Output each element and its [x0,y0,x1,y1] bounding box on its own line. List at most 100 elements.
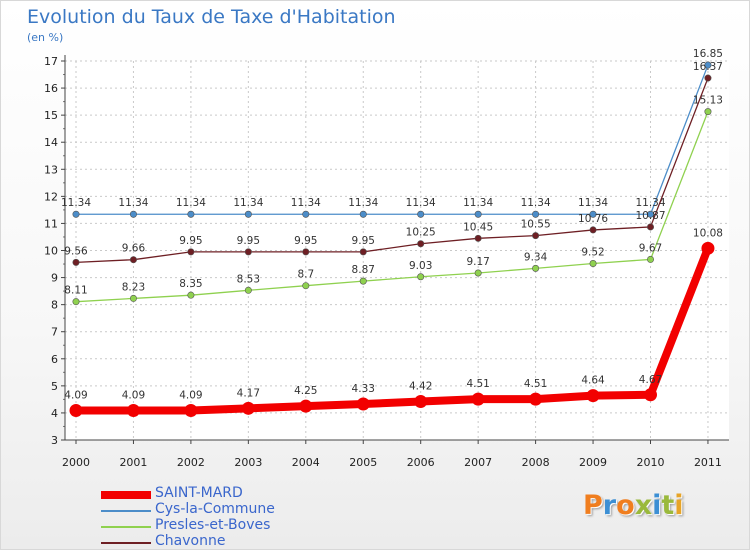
data-point-presles-et-boves [72,298,80,306]
data-label-saint-mard: 4.25 [294,385,317,397]
y-tick-label: 13 [44,163,58,176]
data-point-saint-mard [241,401,255,415]
data-point-chavonne [129,256,137,264]
data-label-saint-mard: 10.08 [693,227,723,239]
x-tick-label: 2003 [234,456,262,469]
series-line-saint-mard [72,244,712,415]
data-label-saint-mard: 4.64 [581,375,605,387]
data-point-cys-la-commune [244,210,252,218]
data-point-chavonne [187,248,195,256]
data-label-chavonne: 10.55 [521,219,551,231]
data-point-cys-la-commune [417,210,425,218]
x-tick-label: 2008 [522,456,550,469]
data-point-saint-mard [586,389,600,403]
data-label-presles-et-boves: 9.17 [466,256,489,268]
data-label-saint-mard: 4.33 [352,383,375,395]
data-label-chavonne: 9.95 [179,235,202,247]
data-label-cys-la-commune: 11.34 [521,197,551,209]
data-point-chavonne [704,74,712,82]
data-point-presles-et-boves [187,291,195,299]
data-label-chavonne: 9.95 [294,235,317,247]
x-tick-label: 2000 [62,456,90,469]
logo-letter: r [602,490,617,521]
data-point-chavonne [302,248,310,256]
data-label-saint-mard: 4.42 [409,381,432,393]
data-point-saint-mard [471,392,485,406]
data-point-chavonne [646,223,654,231]
data-label-chavonne: 10.25 [406,227,436,239]
data-label-presles-et-boves: 8.87 [352,264,375,276]
data-point-cys-la-commune [72,210,80,218]
x-tick-label: 2001 [119,456,147,469]
x-tick-label: 2004 [292,456,320,469]
logo-letter: i [674,490,684,521]
series-line-presles-et-boves [75,110,709,303]
data-label-chavonne: 9.95 [352,235,375,247]
data-label-presles-et-boves: 8.35 [179,278,202,290]
data-point-chavonne [474,234,482,242]
data-label-chavonne: 10.87 [635,210,665,222]
logo-letter: P [583,490,603,521]
x-tick-label: 2009 [579,456,607,469]
data-point-cys-la-commune [704,61,712,69]
data-point-presles-et-boves [129,294,137,302]
y-tick-label: 3 [51,434,58,447]
data-label-chavonne: 9.95 [237,235,260,247]
legend-swatch [101,542,151,544]
data-label-saint-mard: 4.51 [466,378,489,390]
logo-letter: o [616,490,635,521]
data-point-saint-mard [69,403,83,417]
data-label-cys-la-commune: 11.34 [578,197,608,209]
data-label-cys-la-commune: 11.34 [463,197,493,209]
data-point-presles-et-boves [417,273,425,281]
data-point-presles-et-boves [704,108,712,116]
data-point-presles-et-boves [532,264,540,272]
data-label-saint-mard: 4.17 [237,387,260,399]
data-point-saint-mard [356,397,370,411]
y-tick-label: 5 [51,380,58,393]
data-label-presles-et-boves: 8.7 [297,269,314,281]
data-label-saint-mard: 4.09 [179,389,202,401]
legend-swatch [101,510,151,512]
x-tick-label: 2005 [349,456,377,469]
data-point-cys-la-commune [646,210,654,218]
data-label-saint-mard: 4.09 [122,389,145,401]
legend-label: Cys-la-Commune [155,501,275,517]
legend-label: Presles-et-Boves [155,517,271,533]
proxiti-logo: Proxiti [583,490,684,521]
y-tick-label: 7 [51,326,58,339]
data-label-presles-et-boves: 9.67 [639,242,662,254]
data-point-chavonne [417,240,425,248]
data-point-chavonne [532,232,540,240]
data-label-chavonne: 16.37 [693,61,723,73]
data-point-presles-et-boves [244,286,252,294]
data-label-cys-la-commune: 11.34 [176,197,206,209]
data-point-cys-la-commune [474,210,482,218]
data-label-cys-la-commune: 11.34 [61,197,91,209]
data-label-chavonne: 9.66 [122,243,146,255]
series-line-chavonne [75,77,709,264]
logo-letter: i [652,490,662,521]
data-point-cys-la-commune [359,210,367,218]
y-tick-label: 4 [51,407,58,420]
data-label-cys-la-commune: 11.34 [118,197,148,209]
y-tick-label: 8 [51,299,58,312]
data-label-cys-la-commune: 11.34 [406,197,436,209]
data-label-cys-la-commune: 16.85 [693,48,723,60]
data-point-cys-la-commune [129,210,137,218]
y-tick-label: 10 [44,245,58,258]
y-tick-label: 9 [51,272,58,285]
data-point-cys-la-commune [532,210,540,218]
data-point-presles-et-boves [359,277,367,285]
data-point-saint-mard [414,395,428,409]
x-tick-label: 2007 [464,456,492,469]
legend-swatch [101,491,151,499]
data-point-cys-la-commune [589,210,597,218]
data-label-chavonne: 9.56 [64,245,88,257]
data-label-chavonne: 10.45 [463,221,493,233]
logo-letter: t [661,490,675,521]
data-label-presles-et-boves: 9.52 [581,246,604,258]
legend-swatch [101,526,151,528]
data-point-presles-et-boves [302,282,310,290]
